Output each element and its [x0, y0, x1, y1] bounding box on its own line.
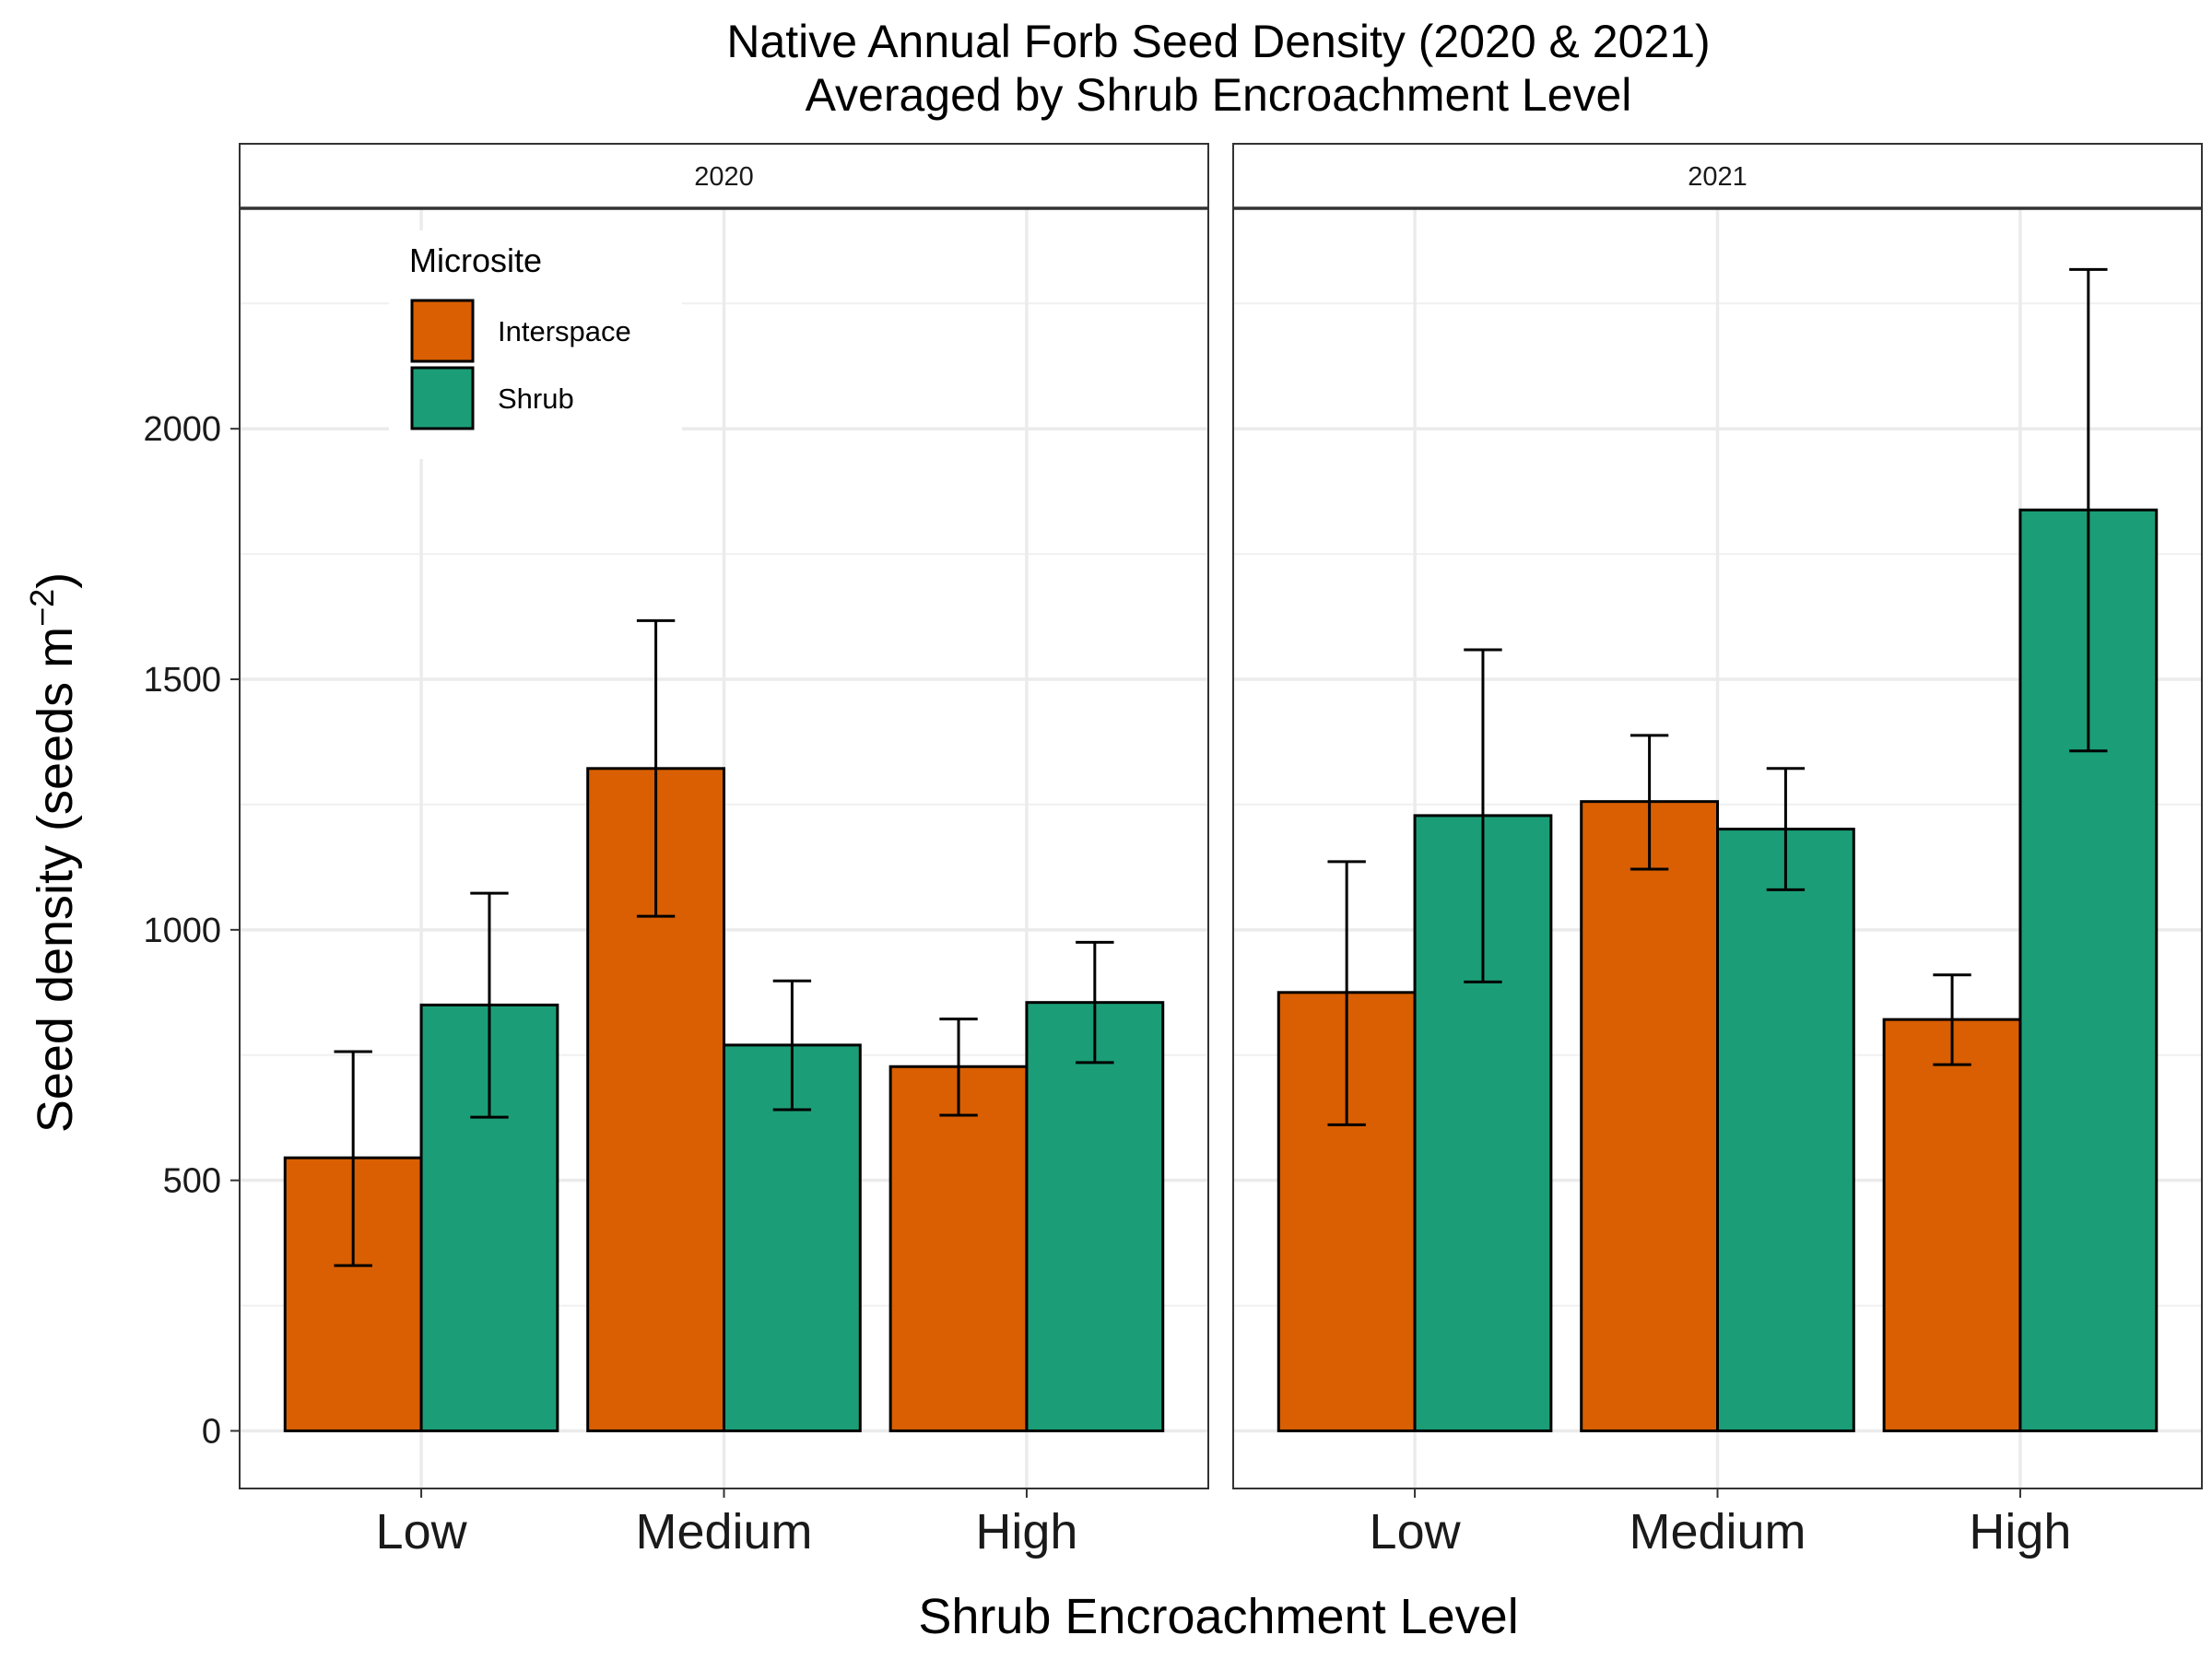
x-tick-label-high: High	[1969, 1504, 2071, 1559]
error-bar-2020-shrub-medium	[772, 979, 812, 1112]
error-bar-2021-interspace-high	[1933, 973, 1971, 1066]
bar-2021-shrub-medium	[1716, 828, 1855, 1432]
legend-title: Microsite	[409, 241, 542, 279]
error-bar-2020-interspace-high	[939, 1018, 978, 1117]
bar-2021-interspace-high	[1882, 1018, 2022, 1432]
facet-strip	[1232, 143, 2203, 209]
legend-key-shrub	[410, 366, 475, 430]
y-tick-label: 500	[163, 1162, 221, 1201]
error-bar-2020-shrub-low	[470, 891, 509, 1119]
bar-2020-shrub-high	[1025, 1001, 1165, 1432]
facet-strip-label: 2021	[1688, 162, 1747, 192]
facet-panels: 2020 Low Medium High 2021 Low Medium High	[239, 143, 2203, 1559]
error-bar-2020-interspace-medium	[636, 618, 676, 918]
facet-strip	[239, 143, 1209, 209]
y-tick-label: 1000	[143, 912, 221, 950]
legend-key-interspace	[410, 299, 475, 363]
error-bar-2020-interspace-low	[334, 1050, 372, 1267]
bar-2020-interspace-high	[888, 1065, 1029, 1432]
error-bar-2021-shrub-medium	[1766, 767, 1806, 891]
error-bar-2021-interspace-medium	[1630, 734, 1669, 871]
panel-2021: 2021 Low Medium High	[1232, 143, 2203, 1559]
panel-2020: 2020 Low Medium High	[239, 143, 1209, 1559]
y-tick-label: 2000	[143, 410, 221, 449]
legend-label-interspace: Interspace	[498, 315, 631, 347]
error-bar-2020-shrub-high	[1076, 940, 1114, 1065]
legend: Microsite Interspace Shrub	[389, 230, 682, 459]
legend-label-shrub: Shrub	[498, 382, 574, 415]
y-axis-title-main: Seed density (seeds m	[28, 627, 83, 1133]
x-tick-label-low: Low	[1370, 1504, 1462, 1559]
error-bar-2021-interspace-low	[1327, 860, 1366, 1126]
x-tick-label-medium: Medium	[1629, 1504, 1806, 1559]
bar-2021-interspace-medium	[1580, 800, 1719, 1432]
facet-strip-label: 2020	[694, 162, 754, 192]
x-tick-label-medium: Medium	[635, 1504, 812, 1559]
error-bar-2021-shrub-high	[2069, 267, 2108, 753]
y-axis-title-superscript: −2	[23, 589, 61, 627]
x-tick-label-high: High	[975, 1504, 1077, 1559]
y-axis-title: Seed density (seeds m−2)	[23, 572, 83, 1133]
chart-title: Native Annual Forb Seed Density (2020 & …	[726, 16, 1710, 67]
x-tick-label-low: Low	[376, 1504, 468, 1559]
y-axis: 0 500 1000 1500 2000	[143, 410, 240, 1451]
chart-subtitle: Averaged by Shrub Encroachment Level	[806, 69, 1632, 121]
y-axis-title-close: )	[28, 572, 83, 589]
x-axis-title: Shrub Encroachment Level	[918, 1589, 1518, 1644]
y-tick-label: 1500	[143, 661, 221, 700]
y-tick-label: 0	[202, 1412, 221, 1451]
error-bar-2021-shrub-low	[1464, 648, 1502, 983]
